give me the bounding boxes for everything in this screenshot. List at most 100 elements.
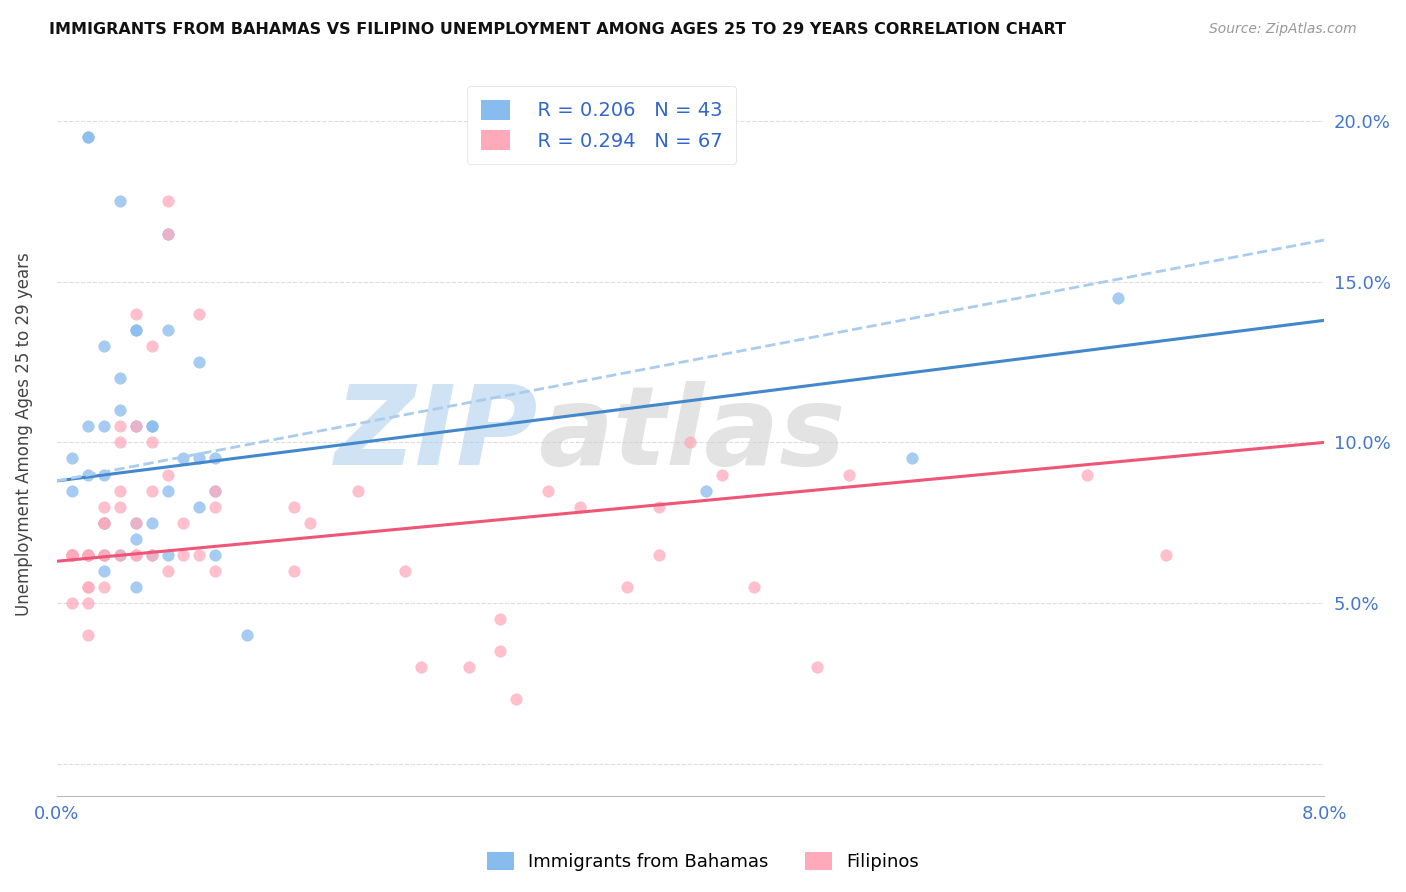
Point	[838, 467, 860, 482]
Point	[93, 516, 115, 530]
Point	[188, 355, 211, 369]
Point	[409, 660, 432, 674]
Point	[93, 580, 115, 594]
Point	[77, 130, 100, 145]
Point	[93, 516, 115, 530]
Point	[204, 564, 226, 578]
Point	[204, 483, 226, 498]
Point	[125, 323, 148, 337]
Point	[156, 548, 179, 562]
Point	[77, 130, 100, 145]
Point	[77, 628, 100, 642]
Point	[93, 516, 115, 530]
Point	[141, 548, 163, 562]
Point	[93, 548, 115, 562]
Point	[299, 516, 322, 530]
Point	[141, 339, 163, 353]
Point	[108, 548, 131, 562]
Point	[93, 500, 115, 514]
Point	[156, 227, 179, 241]
Point	[125, 532, 148, 546]
Point	[204, 548, 226, 562]
Point	[125, 548, 148, 562]
Point	[505, 692, 527, 706]
Point	[537, 483, 560, 498]
Point	[648, 548, 671, 562]
Point	[204, 451, 226, 466]
Text: ZIP: ZIP	[335, 381, 538, 488]
Point	[648, 500, 671, 514]
Point	[93, 467, 115, 482]
Point	[62, 548, 84, 562]
Legend:   R = 0.206   N = 43,   R = 0.294   N = 67: R = 0.206 N = 43, R = 0.294 N = 67	[467, 87, 737, 164]
Point	[568, 500, 591, 514]
Point	[93, 419, 115, 434]
Point	[141, 435, 163, 450]
Point	[141, 483, 163, 498]
Point	[616, 580, 638, 594]
Point	[188, 548, 211, 562]
Point	[125, 419, 148, 434]
Point	[77, 419, 100, 434]
Point	[108, 548, 131, 562]
Point	[204, 500, 226, 514]
Point	[77, 596, 100, 610]
Point	[489, 644, 512, 658]
Point	[156, 564, 179, 578]
Point	[172, 516, 194, 530]
Point	[125, 516, 148, 530]
Point	[108, 483, 131, 498]
Point	[457, 660, 479, 674]
Point	[62, 548, 84, 562]
Point	[188, 500, 211, 514]
Point	[141, 548, 163, 562]
Point	[77, 548, 100, 562]
Point	[172, 548, 194, 562]
Point	[93, 516, 115, 530]
Point	[125, 307, 148, 321]
Point	[62, 548, 84, 562]
Point	[156, 194, 179, 209]
Point	[283, 564, 305, 578]
Point	[77, 580, 100, 594]
Y-axis label: Unemployment Among Ages 25 to 29 years: Unemployment Among Ages 25 to 29 years	[15, 252, 32, 616]
Point	[156, 483, 179, 498]
Point	[188, 307, 211, 321]
Point	[346, 483, 368, 498]
Point	[156, 323, 179, 337]
Point	[742, 580, 765, 594]
Point	[141, 419, 163, 434]
Point	[1076, 467, 1098, 482]
Point	[711, 467, 734, 482]
Point	[125, 323, 148, 337]
Point	[108, 419, 131, 434]
Point	[93, 339, 115, 353]
Text: Source: ZipAtlas.com: Source: ZipAtlas.com	[1209, 22, 1357, 37]
Point	[236, 628, 259, 642]
Point	[1154, 548, 1177, 562]
Point	[62, 483, 84, 498]
Point	[156, 227, 179, 241]
Point	[141, 419, 163, 434]
Point	[806, 660, 828, 674]
Point	[77, 467, 100, 482]
Point	[679, 435, 702, 450]
Text: IMMIGRANTS FROM BAHAMAS VS FILIPINO UNEMPLOYMENT AMONG AGES 25 TO 29 YEARS CORRE: IMMIGRANTS FROM BAHAMAS VS FILIPINO UNEM…	[49, 22, 1066, 37]
Point	[108, 371, 131, 385]
Point	[62, 548, 84, 562]
Point	[394, 564, 416, 578]
Point	[77, 548, 100, 562]
Point	[156, 467, 179, 482]
Text: atlas: atlas	[538, 381, 845, 488]
Point	[77, 548, 100, 562]
Point	[62, 596, 84, 610]
Legend: Immigrants from Bahamas, Filipinos: Immigrants from Bahamas, Filipinos	[479, 845, 927, 879]
Point	[125, 419, 148, 434]
Point	[188, 451, 211, 466]
Point	[108, 194, 131, 209]
Point	[108, 403, 131, 417]
Point	[108, 435, 131, 450]
Point	[901, 451, 924, 466]
Point	[108, 500, 131, 514]
Point	[204, 483, 226, 498]
